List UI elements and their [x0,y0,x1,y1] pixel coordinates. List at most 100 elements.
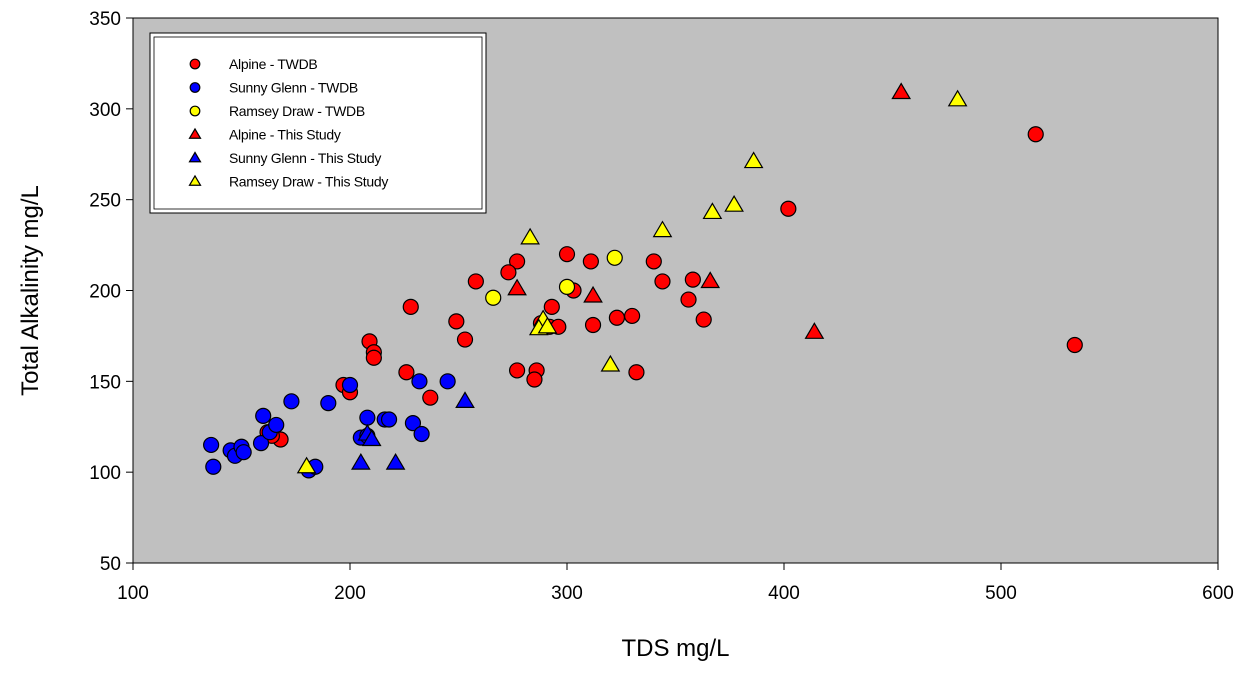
y-tick-label: 350 [89,9,121,30]
data-point [268,416,285,434]
x-tick-label: 500 [985,583,1017,604]
legend-marker [189,105,201,117]
y-tick-label: 300 [89,100,121,121]
data-point [255,407,272,424]
series-1 [203,373,456,479]
legend-marker [188,174,202,186]
data-point [385,452,406,470]
legend-marker [189,58,201,70]
data-point [947,89,968,107]
data-point [804,322,825,339]
x-axis-title: TDS mg/L [621,635,729,662]
data-point [558,246,576,263]
data-point [743,151,764,169]
legend-label: Sunny Glenn - TWDB [229,80,358,96]
legend-label: Alpine - TWDB [229,56,317,72]
data-point [467,273,484,290]
data-point [891,82,912,100]
data-point [500,264,517,281]
data-point [724,195,744,212]
x-tick-label: 100 [117,583,149,604]
data-point [413,425,430,443]
data-point [645,253,662,270]
y-tick-label: 200 [89,282,121,303]
data-point [600,354,621,372]
data-point [558,278,576,295]
data-point [359,409,376,426]
y-tick-label: 250 [89,191,121,212]
data-point [680,291,697,308]
data-point [583,285,603,303]
data-point [485,289,502,306]
x-tick-label: 400 [768,583,800,604]
series-2 [485,249,623,306]
data-point [380,411,398,428]
data-point [507,278,527,296]
data-point [628,364,645,381]
data-point [365,349,382,366]
data-point [320,395,337,412]
series-5 [296,89,968,474]
data-point [203,436,220,454]
data-point [351,452,371,470]
legend-marker [189,82,201,93]
x-tick-label: 600 [1202,583,1234,604]
data-point [455,391,475,408]
data-point [584,316,602,334]
data-point [606,249,623,266]
legend-label: Ramsey Draw - TWDB [229,103,365,119]
data-point [652,220,673,238]
data-point [235,444,252,461]
data-point [456,331,474,348]
legend-label: Ramsey Draw - This Study [229,174,388,190]
data-point [508,253,526,270]
data-point [402,298,419,315]
data-point [422,389,439,406]
data-point [702,202,723,220]
data-point [205,458,222,475]
data-point [623,307,641,325]
data-point [508,362,526,379]
legend-marker [188,151,202,163]
data-point [341,376,359,394]
y-tick-label: 50 [100,554,121,575]
data-point [543,298,560,315]
data-point [520,227,540,245]
y-tick-label: 100 [89,463,121,484]
axes: 100 200 300 400 500 600 50 100 150 200 250 300 350 [89,9,1234,604]
data-point [361,429,382,447]
legend-label: Alpine - This Study [229,127,341,143]
data-point [404,415,422,432]
legend-box [149,32,487,214]
data-point [537,316,558,334]
data-point [398,364,415,381]
data-point [296,456,317,474]
data-point [608,309,626,326]
series-0 [259,126,1083,448]
y-axis-title: Total Alkalinity mg/L [17,185,44,396]
legend-inner-border [153,36,483,210]
legend-marker [188,127,202,139]
y-tick-label: 150 [89,372,121,393]
data-point [448,313,465,330]
x-tick-label: 300 [551,583,583,604]
data-point [1027,126,1044,143]
data-point [411,373,428,390]
data-point [252,435,270,452]
legend: Alpine - TWDB Sunny Glenn - TWDB Ramsey Dr… [149,32,487,214]
data-point [1066,336,1083,354]
data-point [283,393,300,410]
series-4 [351,391,475,470]
data-point [654,273,671,290]
legend-label: Sunny Glenn - This Study [229,150,381,166]
data-point [526,371,543,388]
data-point [684,271,701,288]
series-3 [507,82,912,339]
data-point [582,253,599,270]
data-marks [203,82,1083,479]
data-point [439,373,456,390]
x-tick-label: 200 [334,583,366,604]
data-point [695,311,712,328]
